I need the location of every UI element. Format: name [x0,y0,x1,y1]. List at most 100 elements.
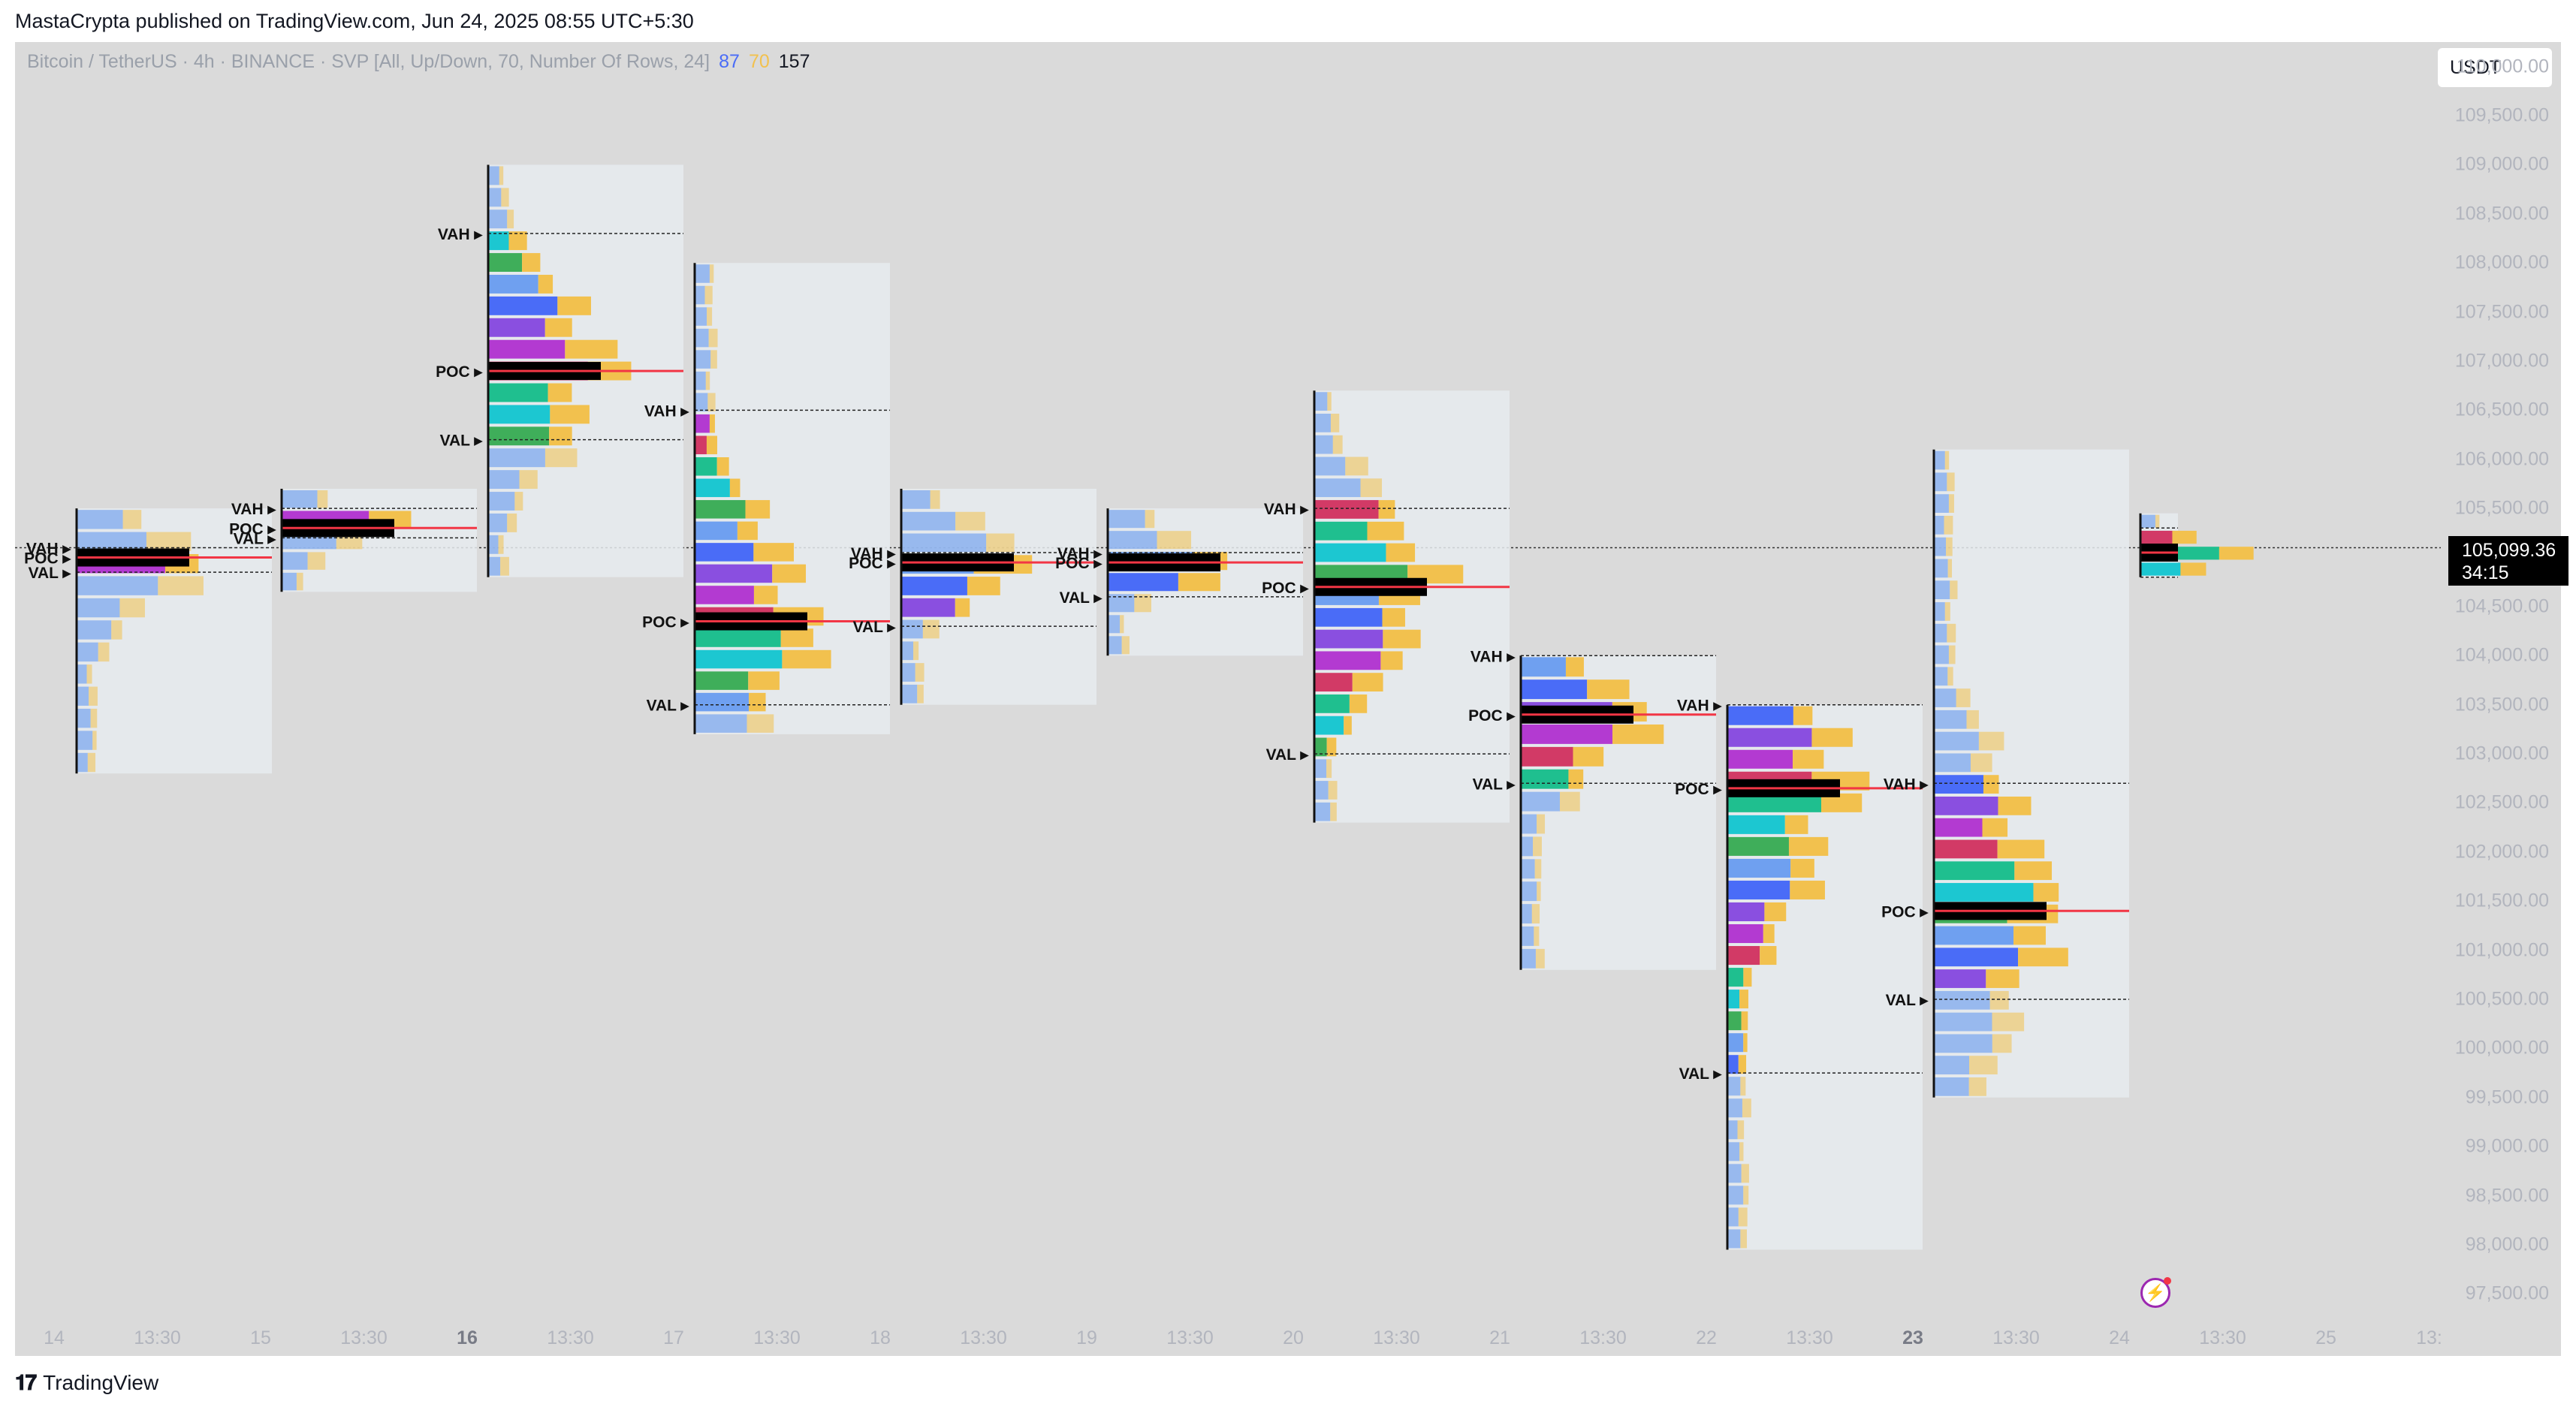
volume-bar-down [901,663,915,682]
volume-bar-down [488,188,502,207]
volume-bar-up [2172,530,2197,544]
volume-bar-up [1382,607,1405,627]
volume-bar-up [1157,531,1192,550]
volume-bar-up [955,511,985,531]
volume-bar-down [1521,657,1566,677]
time-tick-label: 13:30 [1992,1327,2040,1348]
volume-bar-up [1947,667,1953,686]
price-tick-label: 108,500.00 [2454,203,2549,224]
volume-bar-up [707,393,716,411]
volume-bar-up [1788,836,1829,856]
price-axis[interactable]: 110,000.00 109,500.00 109,000.00 108,500.00… [2441,42,2561,1318]
volume-bar-down [77,752,88,773]
volume-bar-up [1950,580,1958,600]
volume-bar-up [749,692,766,712]
volume-bar-down [695,307,707,326]
volume-bar-down [901,577,967,595]
volume-bar-up [772,564,807,583]
volume-bar-up [706,435,717,455]
volume-bar-up [1947,623,1956,643]
volume-bar-up [1763,924,1775,944]
volume-bar-down [282,490,318,508]
volume-bar-down [695,393,708,411]
vah-label: VAH ▸ [1057,545,1103,562]
volume-bar-down [695,543,754,562]
time-tick-label: 21 [1489,1327,1510,1348]
volume-bar-down [488,296,558,315]
volume-bar-up [1565,657,1584,677]
volume-bar-up [1378,500,1395,519]
time-tick-label: 13:30 [1786,1327,1833,1348]
volume-bar-down [1934,472,1947,492]
brand-name: TradingView [43,1371,159,1394]
chart-frame[interactable]: VAH ▸ POC ▸ VAL ▸ VAH ▸ POC ▸ VAL ▸ VAH ▸ POC ▸… [15,42,2568,1356]
volume-bar-up [922,619,940,639]
volume-bar-down [488,274,538,294]
volume-bar-down [1934,969,1986,988]
volume-bar-down [1521,769,1569,789]
volume-bar-up [1367,521,1404,541]
price-tick-label: 102,500.00 [2454,791,2549,813]
volume-bar-up [1998,797,2032,815]
volume-bar-down [1314,392,1328,411]
volume-bar-up [1944,602,1950,621]
volume-bar-down [1934,537,1947,556]
volume-bar-up [1738,1207,1748,1227]
volume-bar-down [695,414,710,433]
profile-box [1934,449,2129,1098]
volume-bar-up [89,686,98,706]
volume-bar-down [1727,946,1760,966]
volume-bar-down [77,686,89,706]
volume-bar-up [1983,775,1999,794]
volume-bar-down [1934,1034,1992,1053]
chart-area[interactable]: VAH ▸ POC ▸ VAL ▸ VAH ▸ POC ▸ VAL ▸ VAH ▸ POC ▸… [15,42,2441,1318]
currency-selector[interactable]: USDT [2438,48,2552,87]
time-axis[interactable]: 14 13:30 15 13:30 16 13:30 17 13:30 18 13:30 19 13:… [15,1318,2442,1356]
volume-bar-down [488,318,545,337]
volume-bar-down [1521,679,1588,700]
volume-bar-down [1727,924,1763,944]
volume-bar-up [1982,818,2008,837]
volume-bar-down [1314,802,1331,821]
volume-bar-up [1790,880,1825,899]
volume-bar-down [488,448,545,468]
volume-bar-up [119,598,145,618]
volume-bar-down [1934,753,1971,773]
volume-bar-down [695,649,783,669]
volume-bar-down [2140,562,2181,576]
volume-profile-chart[interactable]: VAH ▸POC ▸VAL ▸VAH ▸POC ▸VAL ▸VAH ▸POC ▸… [15,42,2441,1318]
volume-bar-up [550,405,590,424]
volume-bar-down [1727,1164,1742,1183]
vah-label: VAH ▸ [1470,648,1516,665]
time-tick-label: 13:30 [134,1327,181,1348]
volume-bar-down [901,490,931,509]
time-tick-label: 23 [1902,1327,1923,1348]
volume-bar-up [87,752,96,773]
legend-value-2: 70 [748,51,770,72]
price-tick-label: 110,000.00 [2456,56,2549,77]
volume-bar-down [1934,818,1983,837]
volume-bar-down [901,533,987,553]
volume-bar-down [1727,1011,1742,1031]
price-tick-label: 104,500.00 [2454,595,2549,617]
volume-bar-down [695,564,773,583]
volume-bar-up [748,671,780,690]
volume-bar-down [695,586,754,604]
price-tick-label: 104,000.00 [2454,644,2549,666]
volume-bar-down [1727,1207,1739,1227]
price-tick-label: 109,000.00 [2454,153,2549,175]
volume-bar-down [488,383,548,402]
vah-label: VAH ▸ [26,540,72,557]
volume-bar-up [1537,881,1541,902]
volume-bar-up [86,664,92,684]
tradingview-logo-icon: 𝟏𝟕 [15,1370,37,1394]
volume-bar-down [1314,414,1331,432]
volume-bar-up [1978,731,2004,751]
last-price-value: 105,099.36 [2462,539,2556,561]
lightning-icon[interactable]: ⚡ [2140,1277,2171,1308]
volume-bar-down [1934,861,2015,881]
volume-bar-up [780,628,813,647]
volume-bar-down [1314,521,1368,541]
volume-bar-down [1934,839,1998,859]
volume-bar-down [1314,759,1327,779]
